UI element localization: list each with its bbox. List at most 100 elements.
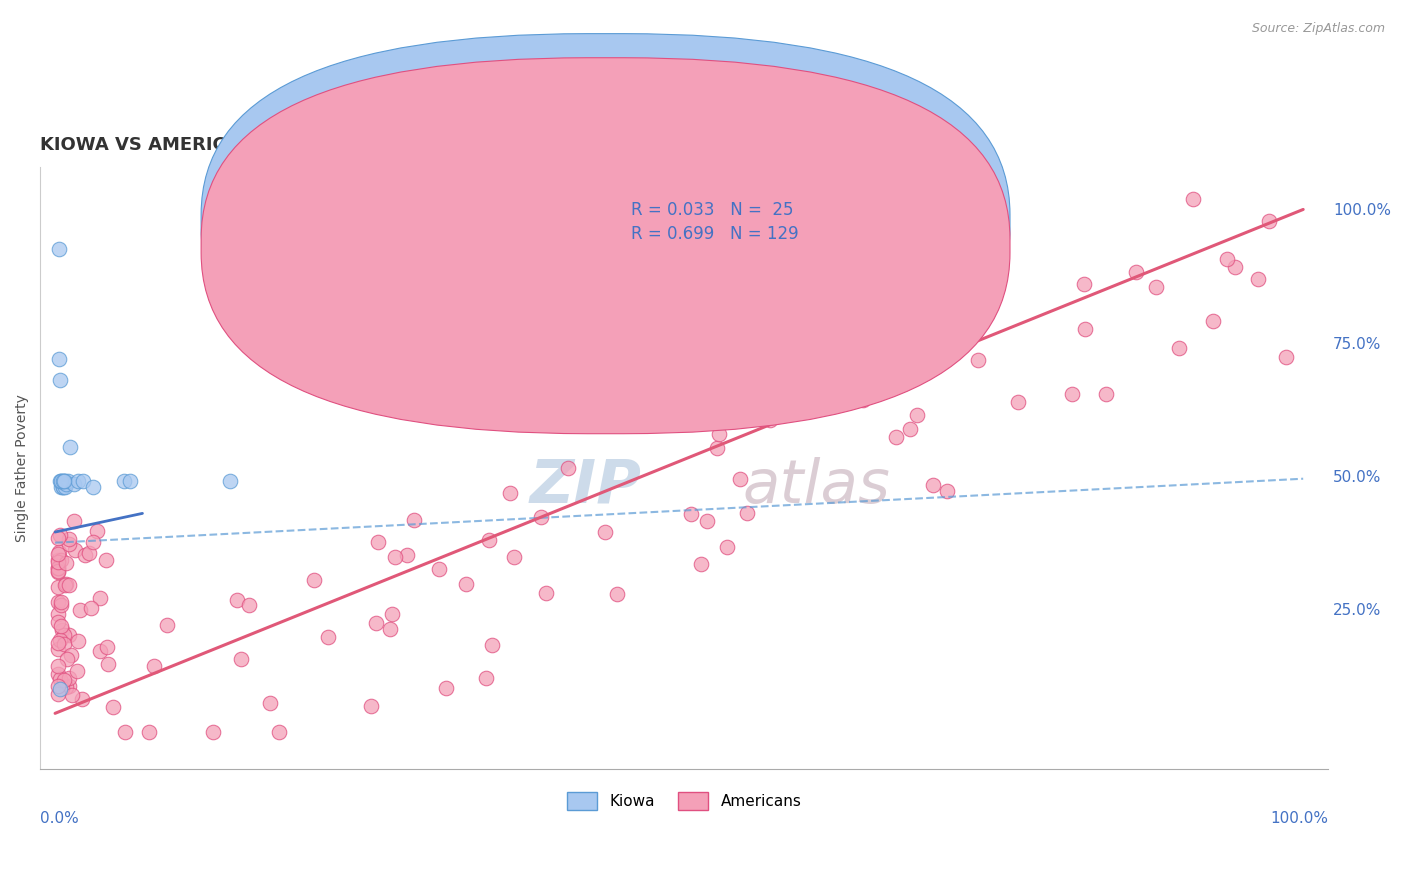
Point <box>46 642 69 657</box>
Point <box>1095 387 1118 401</box>
Point <box>89 591 111 606</box>
Point <box>156 617 179 632</box>
Point <box>801 348 824 362</box>
Point <box>478 533 501 547</box>
Point <box>51 681 73 696</box>
Point <box>52 475 75 489</box>
Point <box>1073 277 1095 291</box>
Text: Source: ZipAtlas.com: Source: ZipAtlas.com <box>1251 22 1385 36</box>
Point <box>1258 213 1281 227</box>
Text: R = 0.699   N = 129: R = 0.699 N = 129 <box>631 226 799 244</box>
Text: R = 0.033   N =  25: R = 0.033 N = 25 <box>631 202 794 219</box>
Point <box>921 478 943 492</box>
Point <box>360 698 382 713</box>
Point <box>706 441 728 455</box>
Point <box>66 475 89 489</box>
Point <box>56 475 79 489</box>
Point <box>48 545 70 559</box>
FancyBboxPatch shape <box>568 197 839 272</box>
Point <box>49 373 72 387</box>
Text: KIOWA VS AMERICAN SINGLE FATHER POVERTY CORRELATION CHART: KIOWA VS AMERICAN SINGLE FATHER POVERTY … <box>41 136 737 154</box>
Point <box>202 725 225 739</box>
Point <box>49 599 72 613</box>
Point <box>46 607 69 622</box>
Point <box>259 696 281 710</box>
Point <box>46 594 69 608</box>
Point <box>69 603 91 617</box>
Point <box>1182 192 1205 206</box>
Point <box>70 692 93 706</box>
Point <box>404 513 426 527</box>
FancyBboxPatch shape <box>201 34 1010 409</box>
Point <box>59 440 82 454</box>
Point <box>49 475 72 489</box>
Text: atlas: atlas <box>742 457 890 516</box>
Point <box>1223 260 1246 275</box>
Point <box>1144 280 1167 294</box>
Point <box>49 618 72 632</box>
Point <box>51 475 73 489</box>
Point <box>759 413 782 427</box>
Point <box>454 577 477 591</box>
Point <box>51 475 73 489</box>
Point <box>75 548 97 562</box>
Point <box>46 679 69 693</box>
Point <box>1247 271 1270 285</box>
Point <box>498 486 520 500</box>
Point <box>905 408 928 422</box>
Point <box>46 636 69 650</box>
Point <box>1167 341 1189 355</box>
Point <box>48 351 70 366</box>
Point <box>1125 265 1147 279</box>
Point <box>225 593 247 607</box>
Point <box>72 475 94 489</box>
Point <box>267 725 290 739</box>
Point <box>229 651 252 665</box>
Point <box>735 506 758 520</box>
Point <box>502 549 524 564</box>
Point <box>138 725 160 739</box>
Point <box>46 667 69 681</box>
Point <box>52 628 75 642</box>
Point <box>557 460 579 475</box>
Point <box>46 565 69 579</box>
Point <box>53 480 76 494</box>
Point <box>142 659 165 673</box>
Point <box>716 540 738 554</box>
Point <box>103 700 125 714</box>
Point <box>58 671 80 685</box>
Point <box>367 535 389 549</box>
Point <box>46 531 69 545</box>
Point <box>48 659 70 673</box>
Point <box>77 547 100 561</box>
Point <box>60 689 83 703</box>
Point <box>58 578 80 592</box>
Point <box>966 353 988 368</box>
Point <box>530 510 553 524</box>
Point <box>53 475 76 489</box>
Point <box>60 648 83 662</box>
Point <box>689 557 711 571</box>
Point <box>96 640 118 655</box>
Point <box>593 524 616 539</box>
Point <box>48 560 70 574</box>
Y-axis label: Single Father Poverty: Single Father Poverty <box>15 394 30 542</box>
Point <box>46 687 69 701</box>
Point <box>114 725 136 739</box>
Point <box>52 475 75 489</box>
Text: ZIP: ZIP <box>530 457 641 516</box>
Point <box>481 638 503 652</box>
Point <box>866 381 889 395</box>
Point <box>55 477 77 491</box>
Point <box>1275 351 1298 365</box>
Point <box>606 587 628 601</box>
Point <box>63 542 86 557</box>
Point <box>46 555 69 569</box>
Point <box>67 634 90 648</box>
Point <box>55 680 77 694</box>
Point <box>427 562 450 576</box>
Point <box>46 547 69 561</box>
Point <box>82 535 104 549</box>
Point <box>62 477 84 491</box>
Point <box>898 422 921 436</box>
